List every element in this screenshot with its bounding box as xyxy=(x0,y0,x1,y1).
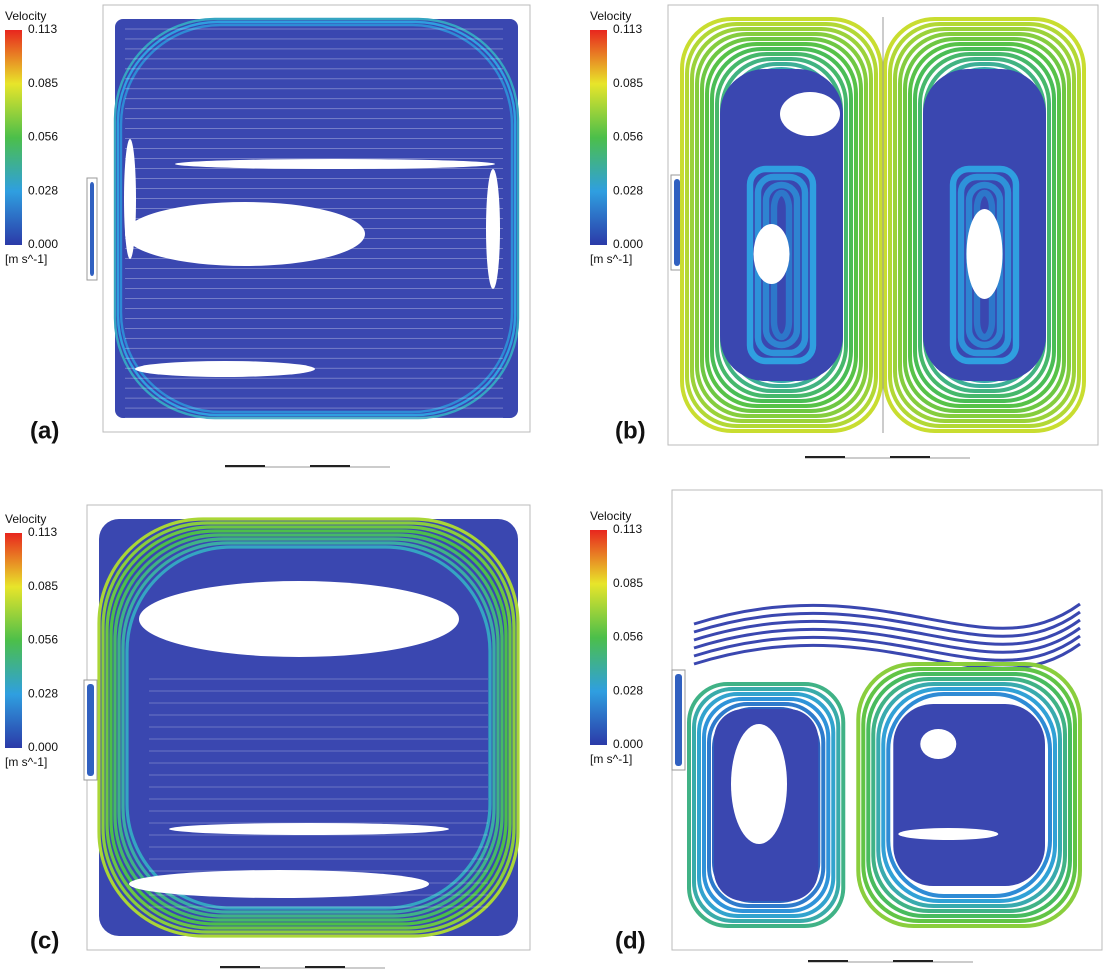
colorbar-tick: 0.028 xyxy=(613,683,643,697)
colorbar-tick: 0.085 xyxy=(28,76,58,90)
vortex-core xyxy=(129,870,429,898)
vortex-core xyxy=(731,724,787,844)
panel-label: (c) xyxy=(30,927,59,954)
colorbar-tick: 0.028 xyxy=(28,183,58,197)
colorbar-tick: 0.085 xyxy=(613,576,643,590)
colorbar xyxy=(590,30,607,245)
colorbar-tick: 0.000 xyxy=(28,740,58,754)
colorbar-tick: 0.113 xyxy=(613,522,642,536)
panel-label: (a) xyxy=(30,417,59,444)
vortex-core xyxy=(125,202,365,266)
vortex-core xyxy=(754,224,790,284)
vortex-core xyxy=(780,92,840,136)
vortex-core xyxy=(486,169,500,289)
colorbar-title: Velocity xyxy=(5,9,46,23)
panel-label: (b) xyxy=(615,417,646,444)
colorbar-tick: 0.085 xyxy=(28,579,58,593)
colorbar-title: Velocity xyxy=(590,9,631,23)
colorbar-tick: 0.056 xyxy=(613,130,643,144)
vortex-core xyxy=(898,828,998,840)
colorbar-title: Velocity xyxy=(590,509,631,523)
vortex-core xyxy=(124,139,136,259)
colorbar-unit: [m s^-1] xyxy=(590,252,632,266)
inlet-flow xyxy=(674,179,680,266)
panel-label: (d) xyxy=(615,927,646,954)
colorbar-tick: 0.056 xyxy=(613,630,643,644)
inlet-flow xyxy=(675,674,682,766)
vortex-core xyxy=(967,209,1003,299)
vortex-core xyxy=(169,823,449,835)
colorbar-tick: 0.113 xyxy=(28,22,57,36)
colorbar xyxy=(5,533,22,748)
vortex-core xyxy=(920,729,956,759)
colorbar-unit: [m s^-1] xyxy=(590,752,632,766)
panel: Velocity0.113 0.085 0.056 0.028 0.000[m s^-1… xyxy=(590,490,1102,962)
vortex-core xyxy=(139,581,459,657)
colorbar-tick: 0.000 xyxy=(28,237,58,251)
colorbar-tick: 0.056 xyxy=(28,130,58,144)
colorbar xyxy=(5,30,22,245)
colorbar-tick: 0.113 xyxy=(613,22,642,36)
colorbar-tick: 0.085 xyxy=(613,76,643,90)
colorbar-tick: 0.028 xyxy=(613,183,643,197)
vortex-core xyxy=(135,361,315,377)
inlet-flow xyxy=(90,182,94,276)
colorbar-tick: 0.000 xyxy=(613,737,643,751)
colorbar-unit: [m s^-1] xyxy=(5,252,47,266)
colorbar-tick: 0.113 xyxy=(28,525,57,539)
vortex-core xyxy=(175,159,495,169)
colorbar-tick: 0.000 xyxy=(613,237,643,251)
colorbar-unit: [m s^-1] xyxy=(5,755,47,769)
colorbar-tick: 0.028 xyxy=(28,686,58,700)
figure: Velocity0.1130.0850.0560.0280.000[m s^-1… xyxy=(0,0,1115,973)
inlet-flow xyxy=(87,684,94,776)
colorbar xyxy=(590,530,607,745)
vortex xyxy=(893,704,1045,886)
colorbar-tick: 0.056 xyxy=(28,633,58,647)
colorbar-title: Velocity xyxy=(5,512,46,526)
